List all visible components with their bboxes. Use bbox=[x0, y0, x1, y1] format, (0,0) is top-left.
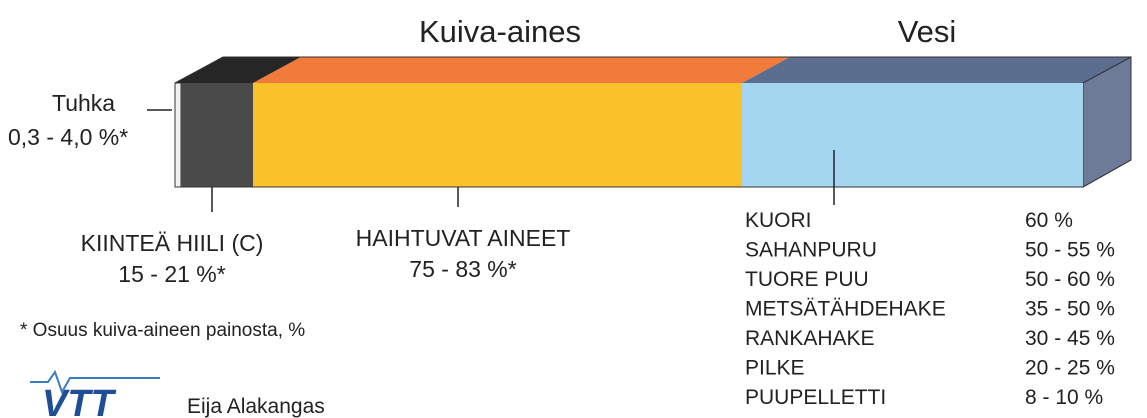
top-ash-carbon bbox=[175, 57, 301, 83]
wood-type: PUUPELLETTI bbox=[745, 386, 886, 409]
carbon-segment bbox=[181, 83, 253, 187]
volatiles-segment bbox=[253, 83, 742, 187]
ash-range: 0,3 - 4,0 %* bbox=[8, 124, 128, 150]
moisture-range: 30 - 45 % bbox=[1025, 327, 1115, 350]
carbon-range: 15 - 21 %* bbox=[118, 261, 225, 287]
footnote: * Osuus kuiva-aineen painosta, % bbox=[20, 320, 305, 341]
top-water bbox=[742, 57, 1131, 83]
moisture-range: 50 - 55 % bbox=[1025, 239, 1115, 262]
bar-outline bbox=[174, 56, 1132, 188]
carbon-name: KIINTEÄ HIILI (C) bbox=[81, 230, 264, 256]
moisture-range: 60 % bbox=[1025, 209, 1073, 232]
ash-segment bbox=[174, 82, 182, 188]
wood-type: METSÄTÄHDEHAKE bbox=[745, 298, 946, 321]
water-segment bbox=[742, 83, 1083, 187]
moisture-range: 8 - 10 % bbox=[1025, 386, 1103, 409]
volatiles-range: 75 - 83 %* bbox=[409, 256, 516, 282]
moisture-table: KUORI 60 % SAHANPURU 50 - 55 % TUORE PUU 50 -… bbox=[745, 209, 1115, 409]
moisture-range: 35 - 50 % bbox=[1025, 298, 1115, 321]
ash-name: Tuhka bbox=[52, 90, 115, 116]
top-volatiles bbox=[253, 57, 790, 83]
moisture-range: 20 - 25 % bbox=[1025, 357, 1115, 380]
volatiles-name: HAIHTUVAT AINEET bbox=[356, 225, 571, 251]
logo: VTT bbox=[42, 383, 117, 418]
wood-type: RANKAHAKE bbox=[745, 327, 875, 350]
wood-type: PILKE bbox=[745, 357, 805, 380]
wood-type: TUORE PUU bbox=[745, 268, 869, 291]
wood-type: KUORI bbox=[745, 209, 812, 232]
author: Eija Alakangas bbox=[187, 395, 325, 418]
moisture-range: 50 - 60 % bbox=[1025, 268, 1115, 291]
wood-type: SAHANPURU bbox=[745, 239, 877, 262]
header-dry-matter: Kuiva-aines bbox=[419, 14, 581, 49]
header-water: Vesi bbox=[898, 14, 957, 49]
logo-wave bbox=[30, 369, 160, 395]
